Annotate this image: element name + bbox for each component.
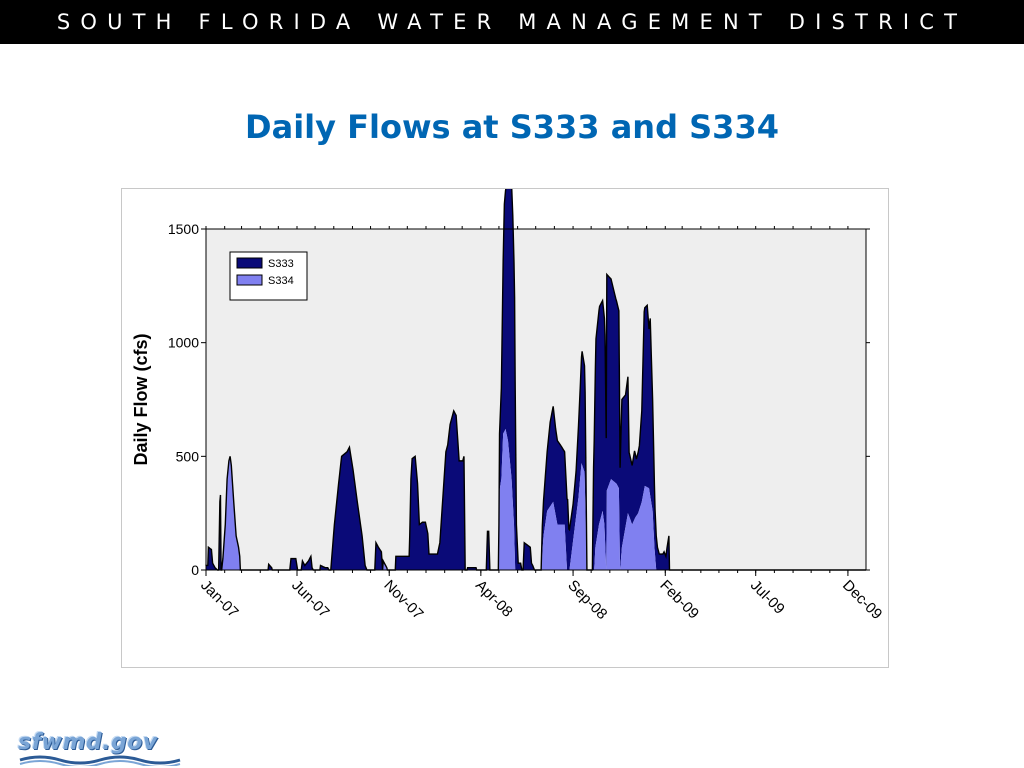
x-tick-label: Dec-09 bbox=[839, 577, 885, 623]
x-tick-label: Sep-08 bbox=[564, 577, 610, 623]
legend-swatch-s334 bbox=[236, 274, 263, 286]
x-tick-label: Feb-09 bbox=[656, 577, 702, 623]
x-tick-label: Jul-09 bbox=[747, 577, 788, 618]
top-banner: SOUTH FLORIDA WATER MANAGEMENT DISTRICT bbox=[0, 0, 1024, 44]
x-tick-label: Apr-08 bbox=[472, 577, 516, 621]
y-tick-label: 500 bbox=[176, 448, 200, 464]
banner-title: SOUTH FLORIDA WATER MANAGEMENT DISTRICT bbox=[56, 10, 968, 34]
x-tick-label: Nov-07 bbox=[380, 577, 426, 623]
legend-label-s333: S333 bbox=[268, 258, 294, 270]
x-tick-label: Jun-07 bbox=[288, 577, 332, 621]
x-tick-label: Jan-07 bbox=[197, 577, 241, 621]
logo-text: sfwmd.gov bbox=[18, 730, 158, 755]
y-tick-label: 1000 bbox=[168, 335, 199, 351]
slide-title: Daily Flows at S333 and S334 bbox=[245, 108, 779, 146]
y-tick-label: 0 bbox=[191, 562, 199, 578]
chart-frame: 0 500 1000 1500 Daily Flow (cfs) Jan-07 Jun-07… bbox=[121, 188, 889, 668]
sfwmd-logo: sfwmd.gov bbox=[18, 730, 188, 766]
y-tick-label: 1500 bbox=[168, 221, 199, 237]
legend-label-s334: S334 bbox=[268, 275, 294, 287]
logo-wave-icon bbox=[19, 755, 181, 766]
plot-area bbox=[206, 229, 866, 570]
legend-swatch-s333 bbox=[236, 257, 263, 269]
y-axis-label: Daily Flow (cfs) bbox=[131, 333, 151, 465]
flow-chart: 0 500 1000 1500 Daily Flow (cfs) Jan-07 Jun-07… bbox=[131, 189, 885, 623]
